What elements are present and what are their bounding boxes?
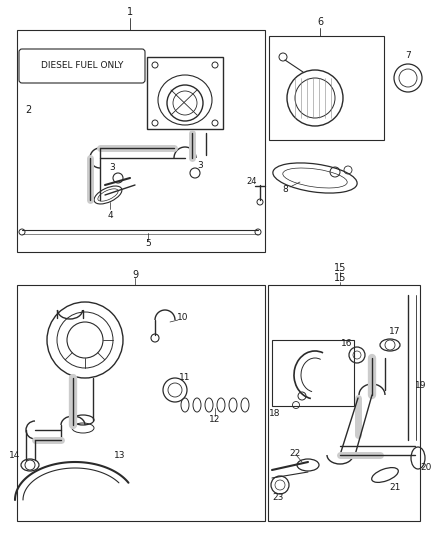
Text: 6: 6 [317,17,323,27]
Text: 19: 19 [415,381,427,390]
Text: 18: 18 [269,408,281,417]
Text: 10: 10 [177,313,189,322]
Bar [272,340,354,406]
Text: 12: 12 [209,416,221,424]
Bar [268,285,420,521]
Text: 22: 22 [290,448,300,457]
Bar [17,285,265,521]
Text: 3: 3 [109,164,115,173]
Bar [269,36,384,140]
Text: 3: 3 [197,160,203,169]
Text: 8: 8 [282,185,288,195]
Text: 20: 20 [420,464,431,472]
Text: 24: 24 [247,177,257,187]
Text: 15: 15 [334,273,346,283]
Text: DIESEL FUEL ONLY: DIESEL FUEL ONLY [41,61,123,70]
Text: 15: 15 [334,263,346,273]
Text: 2: 2 [25,105,31,115]
Text: 17: 17 [389,327,401,336]
Bar [147,57,223,129]
Text: 11: 11 [179,374,191,383]
Text: 21: 21 [389,483,401,492]
Text: 16: 16 [341,338,353,348]
Text: 5: 5 [145,239,151,248]
Text: 23: 23 [272,494,284,503]
Text: 7: 7 [405,51,411,60]
Text: 1: 1 [127,7,133,17]
Text: 14: 14 [9,450,21,459]
Text: 13: 13 [114,450,126,459]
Text: 9: 9 [132,270,138,280]
Bar [17,30,265,252]
Text: 4: 4 [107,211,113,220]
